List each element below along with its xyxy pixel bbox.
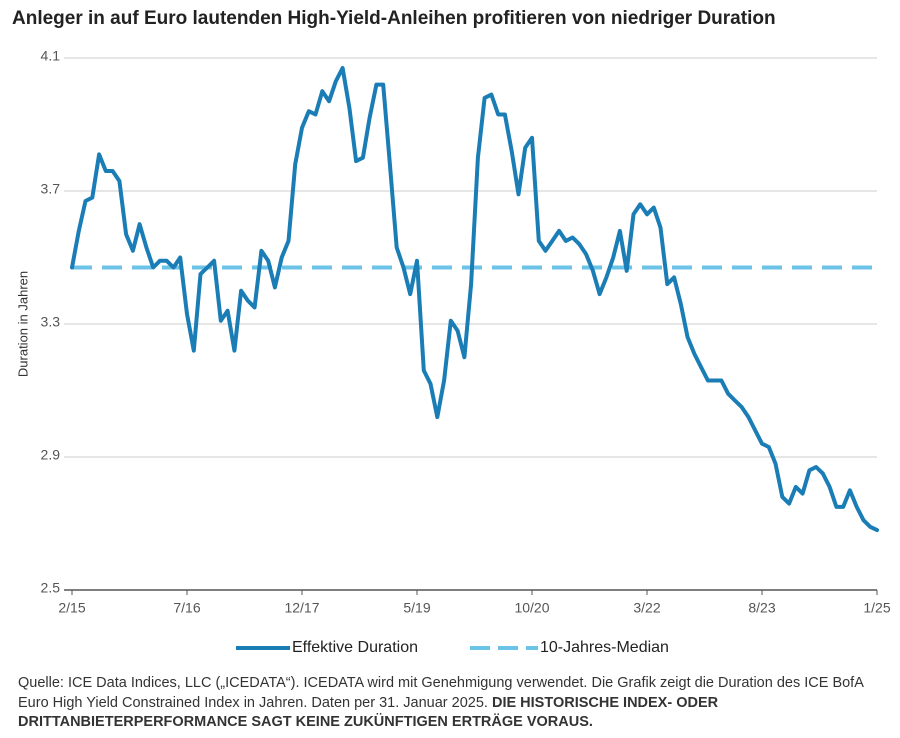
footnote: Quelle: ICE Data Indices, LLC („ICEDATA“… [18, 674, 878, 733]
y-tick-label: 2.5 [41, 580, 61, 596]
data-line [70, 66, 879, 533]
source: Quelle: ICE Data Indices, LLC („ICEDATA“… [18, 675, 864, 711]
x-tick-label: 3/22 [633, 600, 660, 616]
disclaimer: DIE HISTORISCHE INDEX- ODER DRITTANBIETE… [18, 694, 719, 731]
x-tick-label: 12/17 [284, 600, 319, 616]
x-tick-label: 8/23 [748, 600, 775, 616]
x-tick-label: 10/20 [514, 600, 549, 616]
y-tick-label: 3.7 [41, 181, 61, 197]
y-tick-label: 2.9 [41, 447, 61, 463]
x-tick-label: 7/16 [173, 600, 200, 616]
y-tick-label: 4.1 [41, 48, 61, 64]
x-tick-label: 2/15 [58, 600, 85, 616]
legend-label: 10-Jahres-Median [540, 639, 669, 656]
x-tick-label: 1/25 [863, 600, 890, 616]
y-tick-label: 3.3 [41, 314, 61, 330]
legend-label: Effektive Duration [292, 639, 418, 656]
chart-title: Anleger in auf Euro lautenden High-Yield… [12, 8, 776, 29]
chart: Anleger in auf Euro lautenden High-Yield… [12, 8, 891, 656]
x-tick-label: 5/19 [403, 600, 430, 616]
y-axis-label: Duration in Jahren [15, 271, 30, 377]
